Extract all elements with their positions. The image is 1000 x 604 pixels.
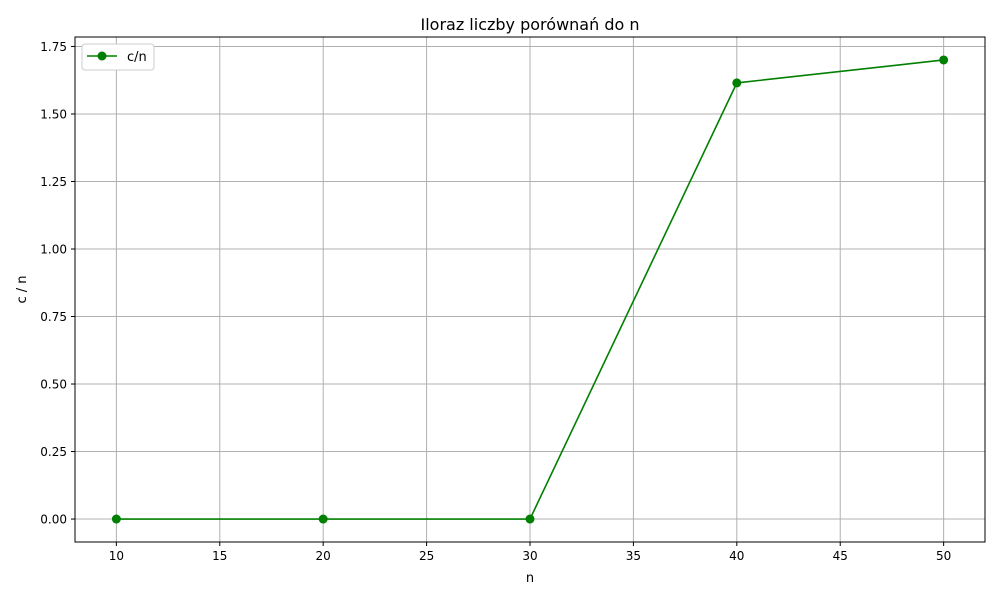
data-point-marker xyxy=(732,78,742,88)
x-tick-label: 30 xyxy=(522,549,537,563)
y-tick-label: 1.75 xyxy=(40,40,67,54)
data-point-marker xyxy=(111,514,121,524)
y-tick-label: 0.00 xyxy=(40,513,67,527)
x-axis-ticks: 10 15 20 25 30 35 40 45 50 xyxy=(109,542,951,563)
data-point-marker xyxy=(318,514,328,524)
y-tick-label: 1.25 xyxy=(40,175,67,189)
grid xyxy=(75,37,985,542)
y-tick-label: 0.75 xyxy=(40,310,67,324)
y-tick-label: 1.50 xyxy=(40,107,67,121)
x-tick-label: 45 xyxy=(833,549,848,563)
x-tick-label: 35 xyxy=(626,549,641,563)
y-axis-ticks: 0.00 0.25 0.50 0.75 1.00 1.25 1.50 1.75 xyxy=(40,40,75,527)
legend-marker-swatch xyxy=(97,51,107,61)
y-tick-label: 0.50 xyxy=(40,378,67,392)
x-tick-label: 40 xyxy=(729,549,744,563)
x-tick-label: 50 xyxy=(936,549,951,563)
legend-label: c/n xyxy=(127,50,147,65)
legend: c/n xyxy=(81,43,155,71)
data-point-marker xyxy=(525,514,535,524)
x-tick-label: 15 xyxy=(212,549,227,563)
x-axis-label: n xyxy=(526,571,534,586)
x-tick-label: 25 xyxy=(419,549,434,563)
legend-box xyxy=(81,43,155,71)
series-layer xyxy=(111,55,949,524)
y-axis-label: c / n xyxy=(15,275,30,303)
y-tick-label: 0.25 xyxy=(40,445,67,459)
data-point-marker xyxy=(939,55,949,65)
x-tick-label: 20 xyxy=(316,549,331,563)
x-tick-label: 10 xyxy=(109,549,124,563)
y-tick-label: 1.00 xyxy=(40,242,67,256)
chart-title: Iloraz liczby porównań do n xyxy=(420,15,639,34)
